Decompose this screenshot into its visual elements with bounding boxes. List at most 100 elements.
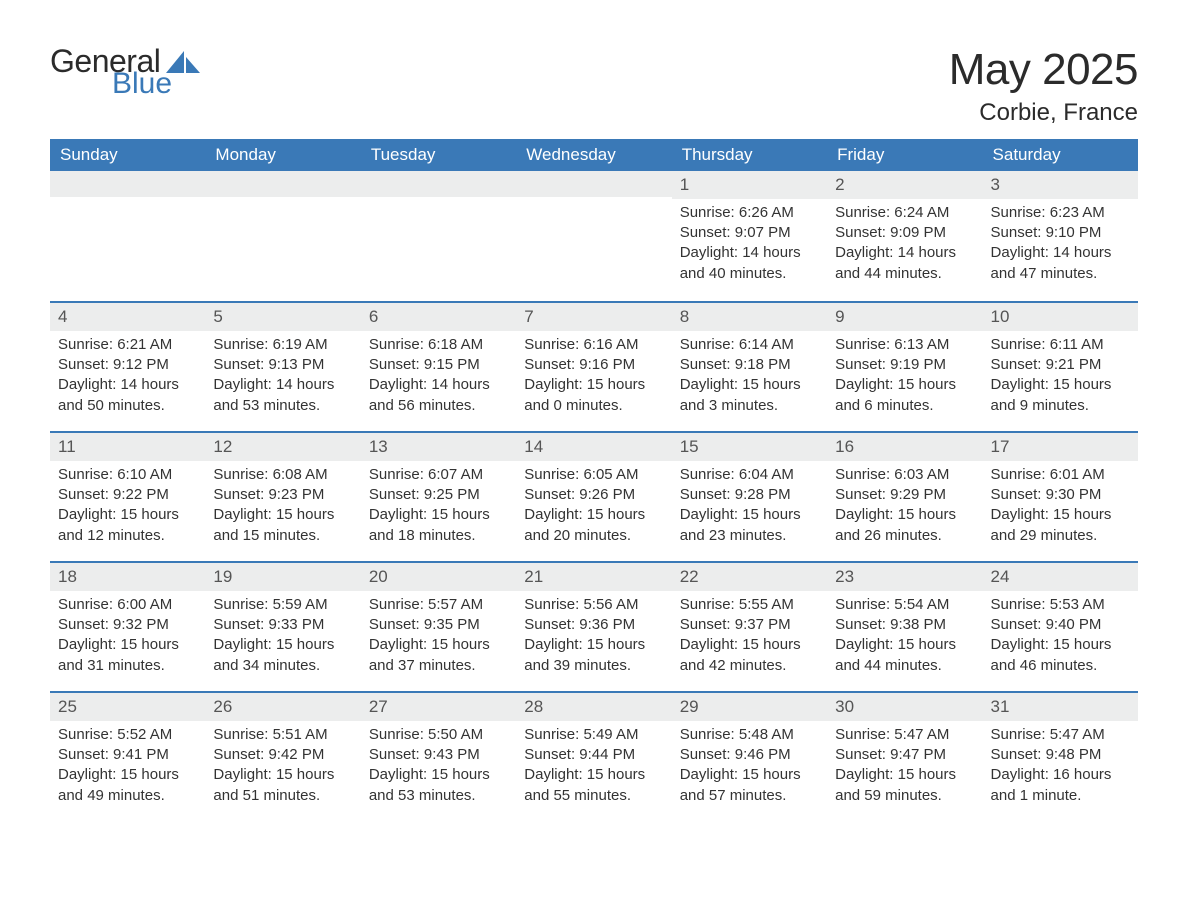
day-body: Sunrise: 6:01 AMSunset: 9:30 PMDaylight:… [983,461,1138,560]
day-number: 27 [361,693,516,721]
day-daylight2: and 46 minutes. [991,656,1130,676]
day-sunset: Sunset: 9:13 PM [213,355,352,375]
day-number: 9 [827,303,982,331]
calendar-day: 24Sunrise: 5:53 AMSunset: 9:40 PMDayligh… [983,563,1138,691]
calendar-day [205,171,360,301]
day-daylight2: and 53 minutes. [369,786,508,806]
day-daylight1: Daylight: 15 hours [835,375,974,395]
day-sunset: Sunset: 9:38 PM [835,615,974,635]
day-daylight2: and 44 minutes. [835,656,974,676]
day-number: 11 [50,433,205,461]
day-sunrise: Sunrise: 6:01 AM [991,465,1130,485]
weekday-header-row: SundayMondayTuesdayWednesdayThursdayFrid… [50,139,1138,171]
calendar-day: 3Sunrise: 6:23 AMSunset: 9:10 PMDaylight… [983,171,1138,301]
day-sunrise: Sunrise: 6:23 AM [991,203,1130,223]
day-body: Sunrise: 6:23 AMSunset: 9:10 PMDaylight:… [983,199,1138,298]
title-block: May 2025 Corbie, France [949,45,1138,127]
calendar-day: 29Sunrise: 5:48 AMSunset: 9:46 PMDayligh… [672,693,827,821]
header: General Blue May 2025 Corbie, France [50,45,1138,127]
day-sunrise: Sunrise: 5:47 AM [991,725,1130,745]
day-number: 6 [361,303,516,331]
day-number: 1 [672,171,827,199]
day-sunrise: Sunrise: 6:04 AM [680,465,819,485]
day-daylight2: and 0 minutes. [524,396,663,416]
day-daylight1: Daylight: 15 hours [213,765,352,785]
day-body: Sunrise: 5:47 AMSunset: 9:48 PMDaylight:… [983,721,1138,820]
day-number: 16 [827,433,982,461]
calendar-day: 18Sunrise: 6:00 AMSunset: 9:32 PMDayligh… [50,563,205,691]
day-daylight2: and 42 minutes. [680,656,819,676]
day-sunrise: Sunrise: 5:54 AM [835,595,974,615]
day-body: Sunrise: 5:59 AMSunset: 9:33 PMDaylight:… [205,591,360,690]
day-body: Sunrise: 6:10 AMSunset: 9:22 PMDaylight:… [50,461,205,560]
calendar-day [361,171,516,301]
day-daylight1: Daylight: 15 hours [991,505,1130,525]
day-sunrise: Sunrise: 6:10 AM [58,465,197,485]
day-body: Sunrise: 6:16 AMSunset: 9:16 PMDaylight:… [516,331,671,430]
day-sunset: Sunset: 9:36 PM [524,615,663,635]
day-number: 2 [827,171,982,199]
calendar-day: 10Sunrise: 6:11 AMSunset: 9:21 PMDayligh… [983,303,1138,431]
calendar-day: 19Sunrise: 5:59 AMSunset: 9:33 PMDayligh… [205,563,360,691]
day-daylight2: and 47 minutes. [991,264,1130,284]
day-daylight2: and 23 minutes. [680,526,819,546]
day-body: Sunrise: 6:08 AMSunset: 9:23 PMDaylight:… [205,461,360,560]
day-number [516,171,671,197]
day-number: 24 [983,563,1138,591]
day-sunrise: Sunrise: 5:47 AM [835,725,974,745]
day-sunset: Sunset: 9:41 PM [58,745,197,765]
day-number: 14 [516,433,671,461]
day-daylight1: Daylight: 14 hours [369,375,508,395]
day-sunrise: Sunrise: 6:11 AM [991,335,1130,355]
day-daylight1: Daylight: 14 hours [835,243,974,263]
day-sunrise: Sunrise: 5:48 AM [680,725,819,745]
day-body: Sunrise: 6:05 AMSunset: 9:26 PMDaylight:… [516,461,671,560]
day-sunset: Sunset: 9:12 PM [58,355,197,375]
day-sunset: Sunset: 9:09 PM [835,223,974,243]
day-sunrise: Sunrise: 5:49 AM [524,725,663,745]
day-sunrise: Sunrise: 6:00 AM [58,595,197,615]
day-body: Sunrise: 6:04 AMSunset: 9:28 PMDaylight:… [672,461,827,560]
day-daylight2: and 51 minutes. [213,786,352,806]
calendar-day: 21Sunrise: 5:56 AMSunset: 9:36 PMDayligh… [516,563,671,691]
day-daylight2: and 39 minutes. [524,656,663,676]
calendar-day: 1Sunrise: 6:26 AMSunset: 9:07 PMDaylight… [672,171,827,301]
day-body: Sunrise: 5:51 AMSunset: 9:42 PMDaylight:… [205,721,360,820]
brand-blue: Blue [112,69,200,99]
day-daylight1: Daylight: 15 hours [524,765,663,785]
weekday-header: Wednesday [516,139,671,171]
day-daylight1: Daylight: 15 hours [58,635,197,655]
day-body: Sunrise: 5:55 AMSunset: 9:37 PMDaylight:… [672,591,827,690]
calendar-day: 27Sunrise: 5:50 AMSunset: 9:43 PMDayligh… [361,693,516,821]
day-sunrise: Sunrise: 6:26 AM [680,203,819,223]
calendar-day: 14Sunrise: 6:05 AMSunset: 9:26 PMDayligh… [516,433,671,561]
day-body: Sunrise: 5:49 AMSunset: 9:44 PMDaylight:… [516,721,671,820]
day-daylight1: Daylight: 14 hours [213,375,352,395]
day-sunset: Sunset: 9:28 PM [680,485,819,505]
day-number: 4 [50,303,205,331]
weekday-header: Tuesday [361,139,516,171]
day-sunrise: Sunrise: 6:18 AM [369,335,508,355]
calendar-day: 7Sunrise: 6:16 AMSunset: 9:16 PMDaylight… [516,303,671,431]
day-daylight1: Daylight: 15 hours [835,765,974,785]
day-daylight2: and 50 minutes. [58,396,197,416]
day-sunrise: Sunrise: 6:05 AM [524,465,663,485]
day-sunrise: Sunrise: 5:50 AM [369,725,508,745]
weekday-header: Thursday [672,139,827,171]
calendar-day: 20Sunrise: 5:57 AMSunset: 9:35 PMDayligh… [361,563,516,691]
day-number: 15 [672,433,827,461]
day-number: 21 [516,563,671,591]
day-daylight1: Daylight: 15 hours [524,505,663,525]
day-sunset: Sunset: 9:37 PM [680,615,819,635]
day-body: Sunrise: 6:11 AMSunset: 9:21 PMDaylight:… [983,331,1138,430]
day-sunrise: Sunrise: 5:51 AM [213,725,352,745]
day-sunset: Sunset: 9:44 PM [524,745,663,765]
day-body: Sunrise: 6:18 AMSunset: 9:15 PMDaylight:… [361,331,516,430]
calendar-day: 30Sunrise: 5:47 AMSunset: 9:47 PMDayligh… [827,693,982,821]
day-daylight1: Daylight: 15 hours [680,635,819,655]
day-sunrise: Sunrise: 5:55 AM [680,595,819,615]
calendar-day: 31Sunrise: 5:47 AMSunset: 9:48 PMDayligh… [983,693,1138,821]
day-daylight2: and 56 minutes. [369,396,508,416]
calendar-day: 2Sunrise: 6:24 AMSunset: 9:09 PMDaylight… [827,171,982,301]
weekday-header: Friday [827,139,982,171]
